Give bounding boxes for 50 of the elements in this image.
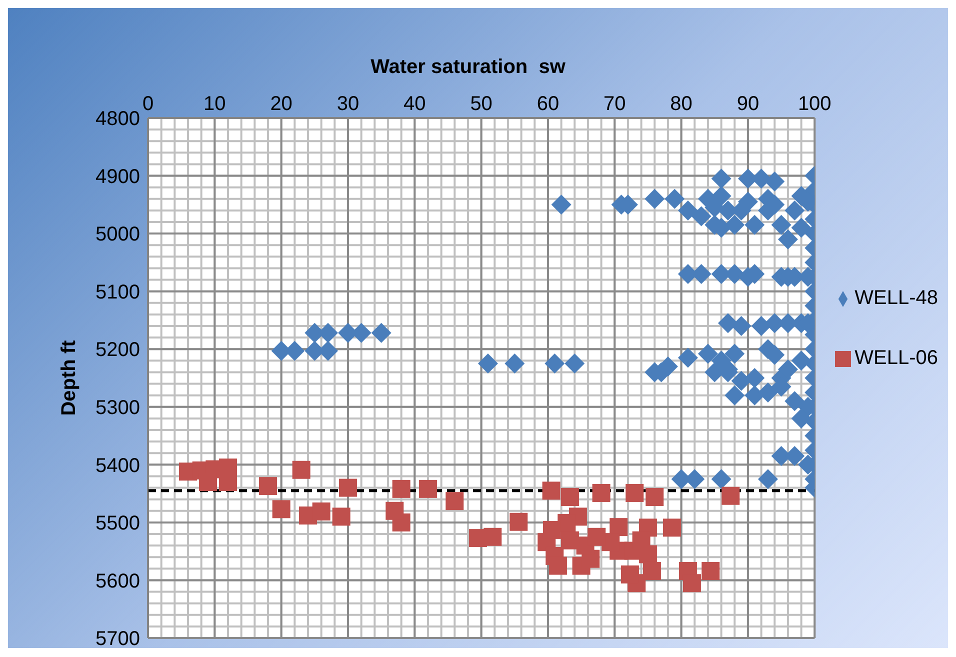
x-tick-label: 60 (536, 93, 560, 115)
legend-label: WELL-06 (854, 347, 938, 369)
point (446, 492, 464, 510)
point (418, 480, 437, 498)
x-tick-label: 40 (404, 93, 426, 115)
point (338, 478, 357, 497)
point (392, 480, 410, 498)
legend-label: WELL-48 (854, 287, 938, 309)
point (662, 518, 681, 537)
x-axis-title: Water saturation sw (370, 56, 566, 79)
point (272, 500, 290, 518)
point (682, 574, 701, 592)
y-tick-label: 5400 (96, 454, 140, 477)
point (332, 508, 350, 526)
y-tick-label: 5200 (96, 339, 140, 362)
point (642, 562, 661, 580)
point (560, 488, 579, 506)
x-tick-label: 10 (204, 93, 226, 115)
point (386, 502, 404, 520)
point (542, 482, 560, 500)
point (702, 562, 720, 580)
y-tick-label: 5100 (96, 281, 140, 304)
y-tick-label: 5000 (96, 224, 140, 246)
point (646, 488, 664, 506)
x-tick-label: 90 (736, 93, 760, 115)
point (626, 484, 644, 502)
x-tick-label: 50 (470, 93, 492, 115)
x-tick-label: 0 (142, 93, 154, 115)
point (258, 477, 277, 496)
y-tick-label: 5700 (96, 628, 140, 650)
x-tick-label: 80 (670, 93, 692, 115)
point (484, 528, 502, 546)
x-tick-label: 100 (798, 93, 832, 115)
point (292, 460, 310, 479)
y-tick-label: 5500 (96, 512, 140, 535)
x-tick-label: 30 (336, 93, 360, 115)
point (312, 502, 330, 520)
y-tick-label: 4900 (96, 166, 140, 188)
point (510, 512, 528, 531)
point (548, 556, 567, 575)
point (592, 484, 610, 502)
point (610, 518, 628, 536)
y-tick-label: 4800 (96, 108, 140, 130)
y-tick-label: 5600 (96, 570, 140, 592)
x-tick-label: 70 (604, 93, 626, 115)
point (722, 486, 740, 505)
point (620, 565, 639, 584)
y-tick-label: 5300 (96, 396, 140, 419)
y-axis-title: Depth ft (58, 340, 80, 416)
x-tick-label: 20 (270, 93, 292, 115)
